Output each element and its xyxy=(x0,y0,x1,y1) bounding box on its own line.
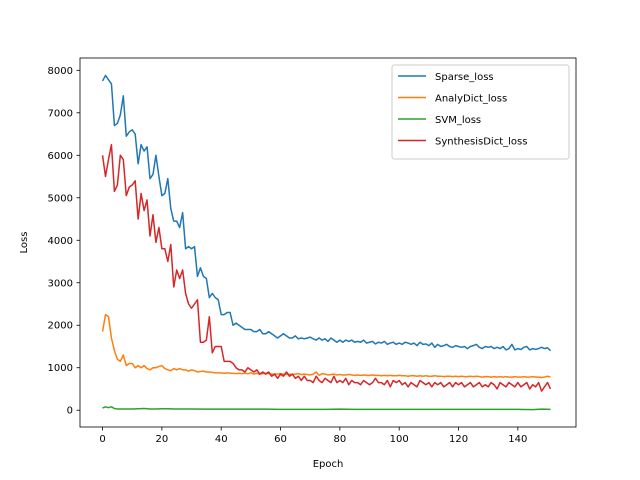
y-tick-label: 0 xyxy=(67,406,73,417)
series-line-sparse-loss xyxy=(101,74,552,352)
legend-label: Sparse_loss xyxy=(435,72,494,83)
y-tick-label: 5000 xyxy=(48,193,73,204)
x-tick-label: 100 xyxy=(390,434,409,445)
y-tick-label: 8000 xyxy=(48,66,73,77)
x-tick-label: 0 xyxy=(99,434,105,445)
y-tick-label: 4000 xyxy=(48,236,73,247)
y-axis-ticks: 0 1000 2000 3000 4000 5000 6000 7000 8000 xyxy=(48,66,80,417)
y-tick-label: 3000 xyxy=(48,278,73,289)
x-tick-label: 40 xyxy=(215,434,228,445)
legend-label: SVM_loss xyxy=(435,115,481,126)
x-tick-label: 120 xyxy=(449,434,468,445)
x-axis-ticks: 0 20 40 60 80 100 120 140 xyxy=(99,427,527,445)
plot-frame xyxy=(79,57,577,428)
y-tick-label: 6000 xyxy=(48,151,73,162)
x-tick-label: 20 xyxy=(156,434,169,445)
legend: Sparse_loss AnalyDict_loss SVM_loss Synthes… xyxy=(391,64,570,160)
x-tick-label: 140 xyxy=(508,434,527,445)
legend-box xyxy=(391,64,570,160)
y-tick-label: 1000 xyxy=(48,363,73,374)
y-axis-label: Loss xyxy=(19,232,30,254)
plot-lines xyxy=(101,74,552,411)
x-axis-label: Epoch xyxy=(313,459,344,470)
series-line-svm-loss xyxy=(102,406,551,411)
series-line-synthesisdict-loss xyxy=(101,143,552,392)
x-tick-label: 80 xyxy=(333,434,346,445)
x-tick-label: 60 xyxy=(274,434,287,445)
legend-label: AnalyDict_loss xyxy=(435,94,507,105)
y-tick-label: 7000 xyxy=(48,108,73,119)
legend-label: SynthesisDict_loss xyxy=(435,137,527,148)
y-tick-label: 2000 xyxy=(48,321,73,332)
series-line-analydict-loss xyxy=(101,313,551,379)
